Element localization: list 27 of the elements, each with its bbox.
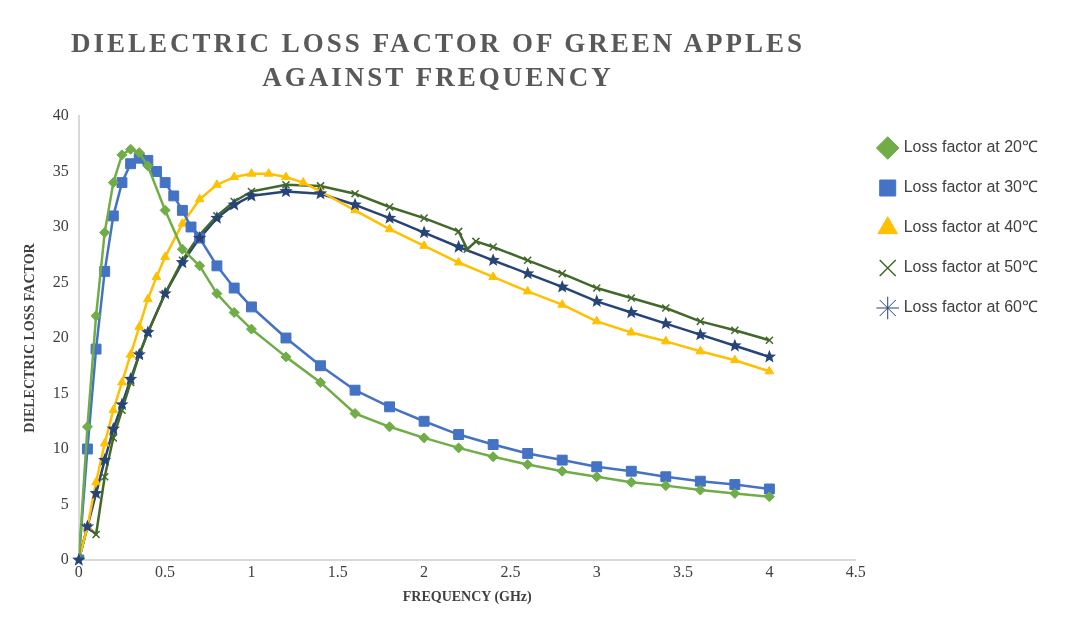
x-tick-label: 4.5 [845, 562, 866, 580]
x-tick-label: 1 [247, 562, 256, 580]
y-tick-label: 25 [52, 272, 69, 290]
x-tick-label: 0.5 [155, 562, 176, 580]
x-tick-label: 3 [592, 562, 601, 580]
legend-label: Loss factor at 30℃ [903, 178, 1039, 196]
y-tick-label: 5 [60, 494, 69, 512]
x-axis-title: FREQUENCY (GHz) [402, 589, 533, 606]
chart-title: DIELECTRIC LOSS FACTOR OF GREEN APPLES AGAINST FREQUENCY [70, 27, 806, 94]
y-axis-title: DIELECTRIC LOSS FACTOR [22, 242, 38, 433]
legend-label: Loss factor at 50℃ [903, 258, 1039, 276]
x-tick-label: 3.5 [673, 562, 694, 580]
y-tick-label: 35 [52, 161, 69, 179]
x-tick-label: 0 [74, 562, 83, 580]
y-tick-label: 40 [52, 106, 69, 124]
x-tick-label: 1.5 [327, 562, 348, 580]
y-tick-label: 20 [52, 328, 69, 346]
x-tick-label: 2 [420, 562, 429, 580]
legend-label: Loss factor at 20℃ [903, 138, 1039, 156]
y-tick-label: 15 [52, 383, 69, 401]
y-tick-label: 30 [52, 217, 69, 235]
y-tick-label: 0 [60, 550, 69, 568]
legend-label: Loss factor at 40℃ [903, 218, 1039, 236]
legend-label: Loss factor at 60℃ [903, 298, 1039, 316]
x-tick-label: 4 [765, 562, 774, 580]
x-tick-label: 2.5 [500, 562, 521, 580]
y-tick-label: 10 [52, 439, 69, 457]
